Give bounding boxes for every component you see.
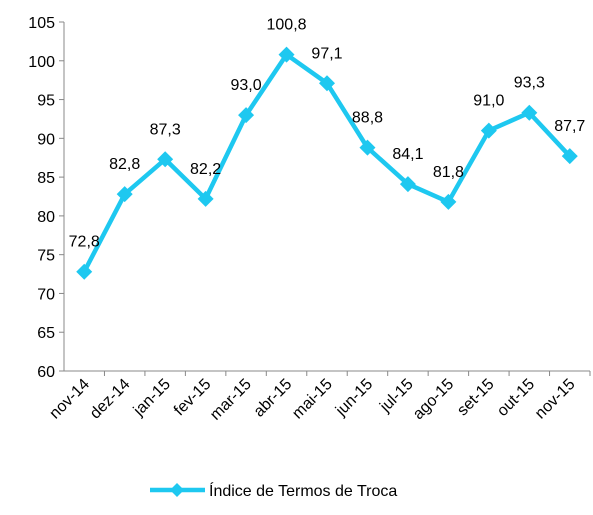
point-marker <box>319 75 335 92</box>
point-marker <box>561 148 578 165</box>
value-label: 100,8 <box>267 17 307 34</box>
value-label: 91,0 <box>473 93 504 110</box>
y-tick-label: 95 <box>37 93 55 110</box>
point-marker <box>238 107 255 124</box>
x-tick-label: ago-15 <box>410 376 457 423</box>
point-marker <box>359 139 376 156</box>
value-label: 97,1 <box>311 45 342 62</box>
value-label: 82,8 <box>109 156 140 173</box>
x-tick-label: mar-15 <box>207 376 255 424</box>
y-tick-label: 70 <box>37 286 55 303</box>
point-marker <box>399 176 416 193</box>
y-tick-label: 80 <box>37 209 55 226</box>
x-tick-label: jan-15 <box>130 376 174 420</box>
value-label: 72,8 <box>69 234 100 251</box>
value-label: 88,8 <box>352 110 383 127</box>
value-label: 93,3 <box>514 75 545 92</box>
point-marker <box>157 151 174 168</box>
x-tick-label: out-15 <box>494 376 538 420</box>
x-tick-label: nov-14 <box>46 376 93 423</box>
value-label: 87,7 <box>554 118 585 135</box>
x-tick-label: abr-15 <box>251 376 296 421</box>
point-marker <box>521 104 538 121</box>
point-marker <box>76 263 93 280</box>
point-marker <box>440 193 457 210</box>
y-tick-label: 75 <box>37 248 55 265</box>
y-tick-label: 105 <box>28 15 55 32</box>
point-marker <box>197 190 214 207</box>
value-label: 93,0 <box>231 77 262 94</box>
x-tick-label: dez-14 <box>87 376 134 423</box>
point-marker <box>480 122 497 139</box>
x-tick-label: mai-15 <box>289 376 336 423</box>
y-tick-label: 60 <box>37 364 55 381</box>
y-tick-label: 90 <box>37 131 55 148</box>
point-marker <box>116 186 133 203</box>
x-tick-label: jun-15 <box>332 376 376 420</box>
y-tick-label: 100 <box>28 54 55 71</box>
y-tick-label: 65 <box>37 325 55 342</box>
value-label: 82,2 <box>190 161 221 178</box>
value-label: 87,3 <box>150 121 181 138</box>
point-marker <box>278 46 295 63</box>
y-tick-label: 85 <box>37 170 55 187</box>
x-tick-label: set-15 <box>454 376 498 420</box>
legend-label: Índice de Termos de Troca <box>209 481 397 500</box>
value-label: 81,8 <box>433 164 464 181</box>
x-tick-label: nov-15 <box>532 376 579 423</box>
legend-marker <box>170 483 184 497</box>
value-label: 84,1 <box>392 146 423 163</box>
